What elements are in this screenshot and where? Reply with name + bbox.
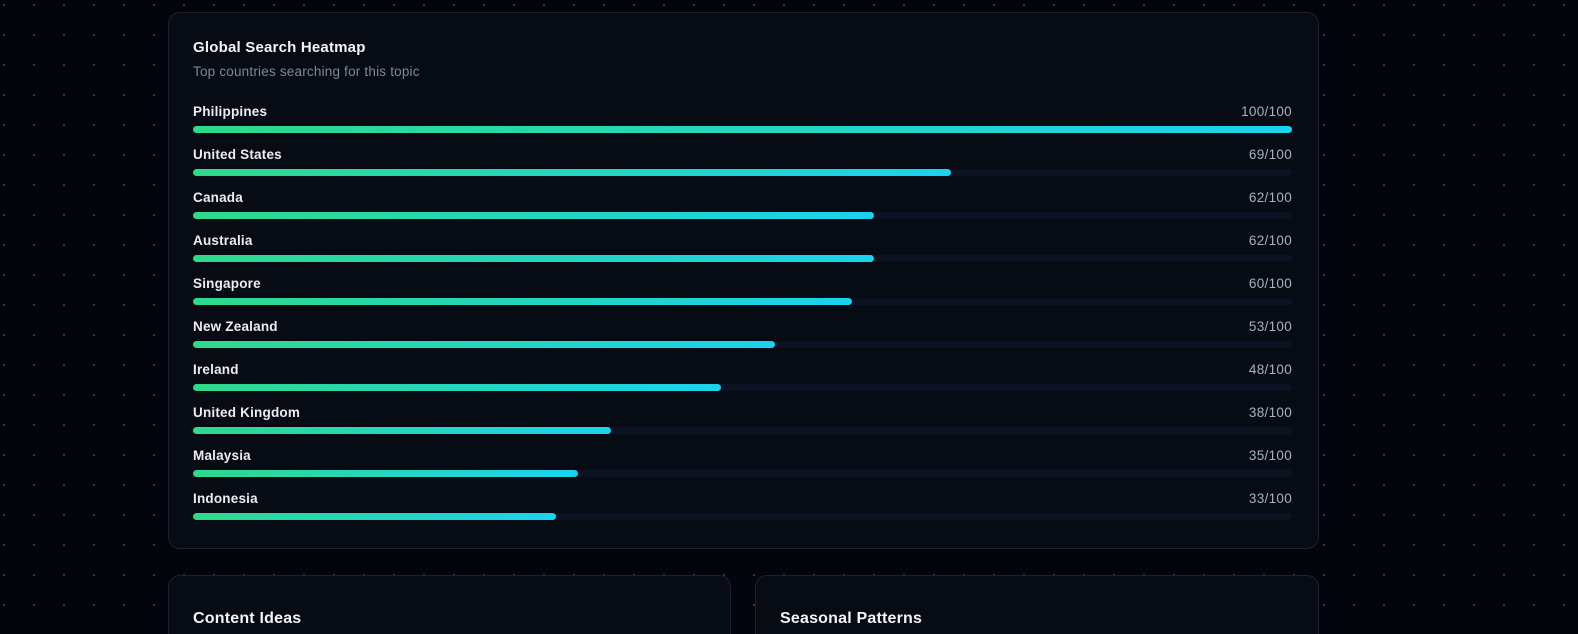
score-bar-track (193, 470, 1292, 477)
score-bar-track (193, 427, 1292, 434)
seasonal-patterns-title: Seasonal Patterns (780, 610, 923, 627)
score-bar-track (193, 255, 1292, 262)
country-label: Singapore (193, 276, 261, 291)
content-ideas-card: Content Ideas (168, 575, 731, 634)
country-row: United Kingdom 38/100 (193, 405, 1292, 434)
country-row-header: Australia 62/100 (193, 233, 1292, 249)
country-row: Philippines 100/100 (193, 104, 1292, 133)
country-row-header: Indonesia 33/100 (193, 491, 1292, 507)
score-bar-fill (193, 126, 1292, 133)
country-row-header: Malaysia 35/100 (193, 448, 1292, 464)
country-score: 62/100 (1248, 190, 1292, 205)
country-row: United States 69/100 (193, 147, 1292, 176)
country-row: Canada 62/100 (193, 190, 1292, 219)
country-score: 33/100 (1248, 491, 1292, 506)
score-bar-fill (193, 470, 578, 477)
country-label: Canada (193, 190, 243, 205)
score-bar-fill (193, 341, 776, 348)
score-bar-track (193, 341, 1292, 348)
country-row: Indonesia 33/100 (193, 491, 1292, 520)
country-row: Singapore 60/100 (193, 276, 1292, 305)
country-label: United States (193, 147, 282, 162)
score-bar-fill (193, 212, 875, 219)
country-row: Australia 62/100 (193, 233, 1292, 262)
country-label: New Zealand (193, 319, 278, 334)
country-label: United Kingdom (193, 405, 301, 420)
heatmap-card-title: Global Search Heatmap (193, 39, 366, 56)
country-row-header: Philippines 100/100 (193, 104, 1292, 120)
score-bar-track (193, 384, 1292, 391)
global-search-heatmap-card: Global Search Heatmap Top countries sear… (168, 12, 1319, 549)
country-score-list: Philippines 100/100 United States 69/100 Can… (193, 104, 1292, 520)
score-bar-fill (193, 384, 721, 391)
country-label: Malaysia (193, 448, 251, 463)
country-score: 53/100 (1248, 319, 1292, 334)
score-bar-track (193, 126, 1292, 133)
country-score: 69/100 (1248, 147, 1292, 162)
country-score: 60/100 (1248, 276, 1292, 291)
score-bar-fill (193, 298, 853, 305)
country-label: Philippines (193, 104, 268, 119)
score-bar-fill (193, 513, 556, 520)
country-row: Ireland 48/100 (193, 362, 1292, 391)
country-row-header: Canada 62/100 (193, 190, 1292, 206)
country-score: 38/100 (1248, 405, 1292, 420)
country-label: Australia (193, 233, 253, 248)
country-score: 100/100 (1241, 104, 1292, 119)
country-row-header: New Zealand 53/100 (193, 319, 1292, 335)
country-row: New Zealand 53/100 (193, 319, 1292, 348)
country-row: Malaysia 35/100 (193, 448, 1292, 477)
country-score: 62/100 (1248, 233, 1292, 248)
country-row-header: United States 69/100 (193, 147, 1292, 163)
score-bar-track (193, 513, 1292, 520)
score-bar-track (193, 169, 1292, 176)
country-row-header: Singapore 60/100 (193, 276, 1292, 292)
country-label: Ireland (193, 362, 239, 377)
content-ideas-title: Content Ideas (193, 610, 302, 627)
score-bar-track (193, 298, 1292, 305)
score-bar-track (193, 212, 1292, 219)
country-row-header: United Kingdom 38/100 (193, 405, 1292, 421)
score-bar-fill (193, 255, 875, 262)
country-score: 48/100 (1248, 362, 1292, 377)
country-score: 35/100 (1248, 448, 1292, 463)
score-bar-fill (193, 427, 611, 434)
country-label: Indonesia (193, 491, 258, 506)
heatmap-card-subtitle: Top countries searching for this topic (193, 64, 420, 79)
country-row-header: Ireland 48/100 (193, 362, 1292, 378)
score-bar-fill (193, 169, 952, 176)
seasonal-patterns-card: Seasonal Patterns (755, 575, 1319, 634)
